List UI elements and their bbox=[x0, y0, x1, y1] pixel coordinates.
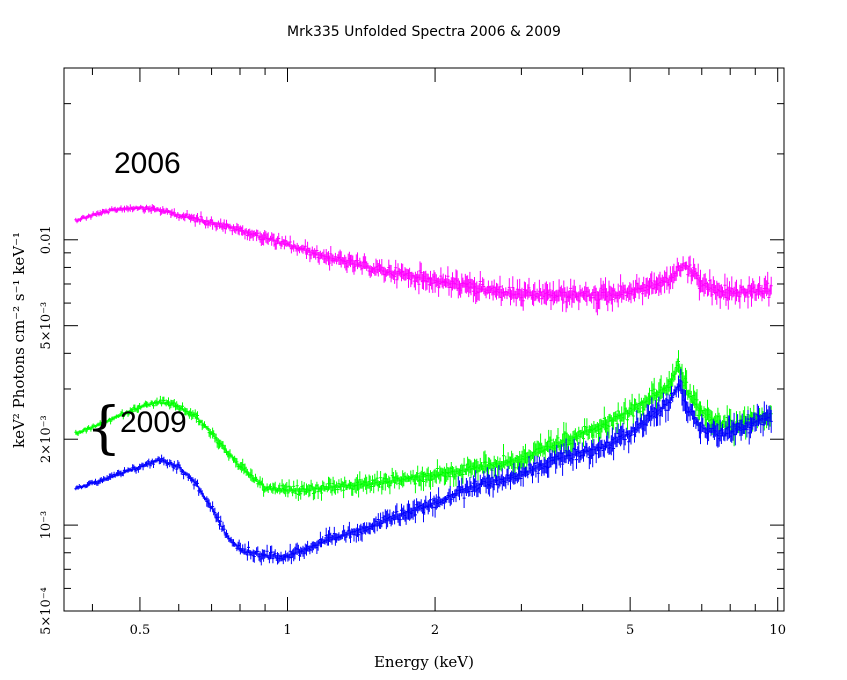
x-axis-label: Energy (keV) bbox=[374, 653, 474, 671]
chart-title: Mrk335 Unfolded Spectra 2006 & 2009 bbox=[287, 24, 561, 40]
series-2-bins bbox=[74, 368, 773, 566]
x-tick-label: 0.5 bbox=[130, 623, 151, 638]
annotation-2006: 2006 bbox=[114, 147, 181, 180]
x-axis-ticks: 0.5 1 2 5 10 bbox=[91, 68, 786, 638]
annotation-2009: 2009 bbox=[120, 406, 187, 439]
series-0-bins bbox=[74, 204, 773, 316]
x-tick-label: 1 bbox=[283, 623, 291, 638]
x-tick-label: 2 bbox=[431, 623, 439, 638]
series-1-bins bbox=[74, 350, 773, 501]
y-tick-label: 10⁻³ bbox=[39, 511, 54, 540]
y-tick-label: 0.01 bbox=[39, 225, 54, 254]
series-0 bbox=[74, 204, 773, 316]
series-2 bbox=[74, 368, 773, 566]
y-tick-label: 5×10⁻⁴ bbox=[39, 587, 54, 635]
series-1 bbox=[74, 350, 773, 501]
y-axis-ticks: 5×10⁻⁴ 10⁻³ 2×10⁻³ 5×10⁻³ 0.01 bbox=[39, 67, 784, 635]
y-axis-label: keV² Photons cm⁻² s⁻¹ keV⁻¹ bbox=[10, 232, 28, 448]
annotation-brace: { bbox=[86, 396, 122, 461]
plot-frame bbox=[63, 67, 785, 612]
y-tick-label: 2×10⁻³ bbox=[39, 415, 54, 463]
x-tick-label: 10 bbox=[769, 623, 786, 638]
x-tick-label: 5 bbox=[626, 623, 634, 638]
y-tick-label: 5×10⁻³ bbox=[39, 302, 54, 350]
series-layer bbox=[74, 204, 773, 566]
